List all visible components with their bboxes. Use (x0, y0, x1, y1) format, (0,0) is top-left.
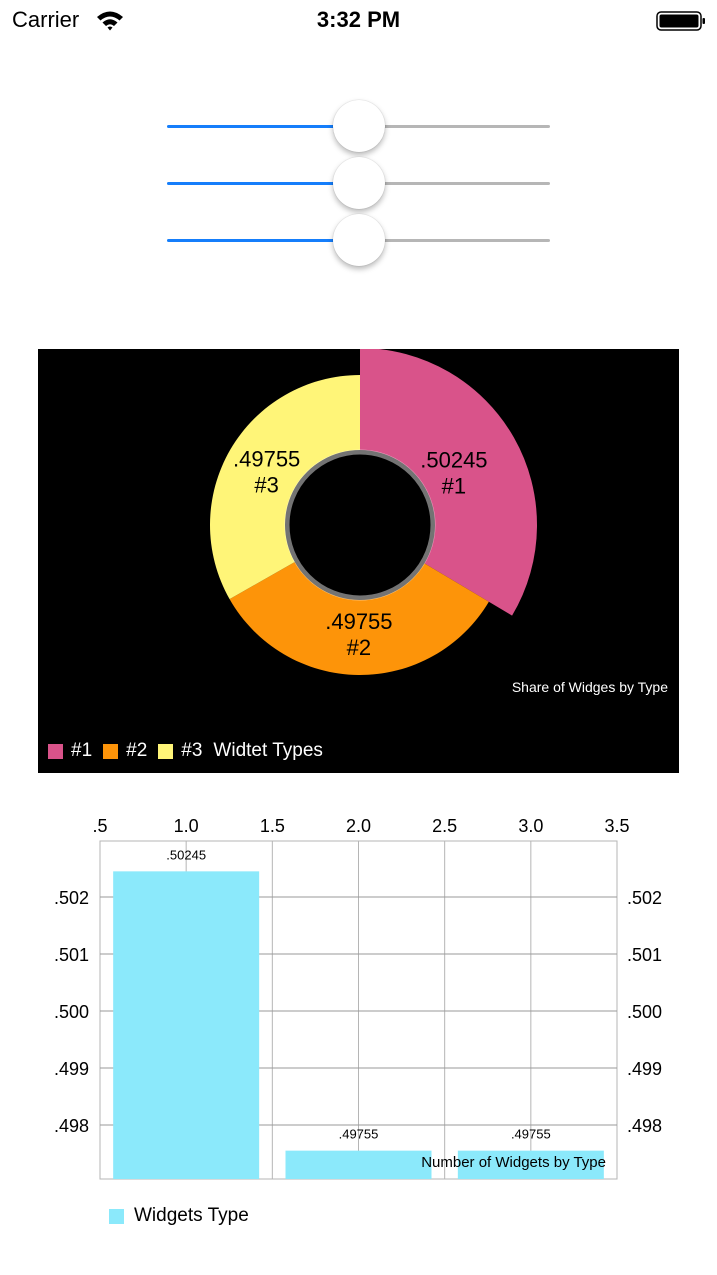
slider-thumb[interactable] (332, 100, 385, 152)
legend-title: Widtet Types (213, 740, 323, 761)
slider-track (358, 239, 550, 242)
slider-thumb[interactable] (332, 214, 385, 266)
legend-label-2: #2 (126, 740, 148, 761)
y-tick-label-right: .502 (627, 888, 662, 908)
wifi-icon (97, 11, 123, 31)
battery-icon (656, 11, 705, 31)
bar-value-label: .50245 (166, 847, 206, 862)
y-tick-label-left: .501 (54, 945, 89, 965)
slider-thumb[interactable] (332, 157, 385, 209)
slider-track (358, 125, 550, 128)
bar-value-label: .49755 (339, 1127, 379, 1142)
x-tick-label: 3.5 (604, 816, 629, 836)
pie-chart: .50245 #1.49755 #2.49755 #3 Share of Widges… (38, 349, 679, 773)
slider-2[interactable] (167, 155, 550, 211)
x-tick-label: .5 (92, 816, 107, 836)
slider-1[interactable] (167, 98, 550, 154)
x-tick-label: 2.5 (432, 816, 457, 836)
y-tick-label-left: .498 (54, 1116, 89, 1136)
pie-slice-name-label: #2 (347, 635, 371, 660)
pie-hole (290, 455, 430, 595)
pie-slice-2 (229, 562, 489, 675)
legend-swatch-widgets-type (109, 1208, 124, 1224)
pie-hole-ring (284, 449, 436, 601)
pie-legend: #1 #2 #3 Widtet Types (48, 740, 334, 762)
carrier-label: Carrier (12, 7, 80, 32)
x-tick-label: 1.5 (260, 816, 285, 836)
x-tick-label: 1.0 (174, 816, 199, 836)
pie-slice-name-label: #3 (254, 473, 278, 498)
bar (113, 871, 260, 1179)
pie-chart-caption: Share of Widges by Type (511, 679, 668, 695)
x-tick-label: 3.0 (518, 816, 543, 836)
bar-chart-canvas: .5 1.0 1.5 2.0 2.5 3.0 3.5 .502 .502 .501 .501 .500… (54, 816, 662, 1180)
slider-track-fill (167, 239, 359, 242)
y-tick-label-left: .502 (54, 888, 89, 908)
slider-track-fill (167, 182, 359, 185)
slider-track-fill (167, 125, 359, 128)
slider-track (358, 182, 550, 185)
bar-value-label: .49755 (511, 1127, 551, 1142)
legend-label-3: #3 (181, 740, 203, 761)
y-tick-label-left: .500 (54, 1002, 89, 1022)
y-tick-label-left: .499 (54, 1059, 89, 1079)
pie-chart-canvas: .50245#1.49755#2.49755#3 (209, 349, 537, 675)
bar-legend: Widgets Type (109, 1205, 249, 1227)
bar-chart: .5 1.0 1.5 2.0 2.5 3.0 3.5 .502 .502 .501 .501 .500… (0, 800, 717, 1240)
pie-slice-name-label: #1 (442, 474, 466, 499)
bar (457, 1150, 604, 1179)
y-tick-label-right: .500 (627, 1002, 662, 1022)
bar-chart-caption: Number of Widgets by Type (421, 1154, 606, 1171)
pie-slice-value-label: .49755 (325, 609, 392, 634)
pie-slice-value-label: .50245 (420, 448, 487, 473)
legend-label-widgets-type: Widgets Type (134, 1205, 249, 1226)
pie-slice-1 (360, 349, 537, 616)
x-tick-label: 2.0 (346, 816, 371, 836)
y-tick-label-right: .498 (627, 1116, 662, 1136)
bar (285, 1150, 432, 1179)
y-tick-label-right: .501 (627, 945, 662, 965)
pie-slice-value-label: .49755 (233, 447, 300, 472)
legend-swatch-1 (48, 743, 63, 759)
clock: 3:32 PM (316, 7, 401, 32)
slider-3[interactable] (167, 212, 550, 268)
legend-swatch-2 (103, 743, 119, 759)
y-tick-label-right: .499 (627, 1059, 662, 1079)
legend-swatch-3 (158, 743, 174, 759)
status-bar: Carrier 3:32 PM (0, 0, 717, 40)
legend-label-1: #1 (71, 740, 93, 761)
pie-slice-3 (209, 375, 360, 600)
